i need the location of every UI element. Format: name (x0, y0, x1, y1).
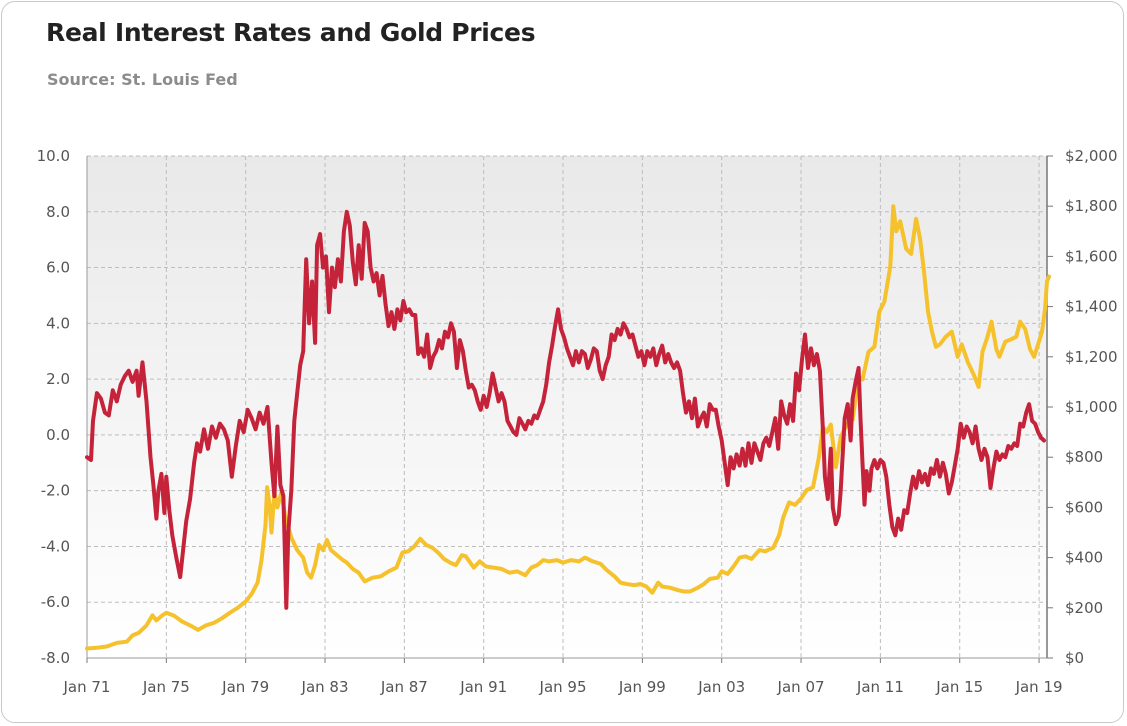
x-axis-tick-label: Jan 75 (142, 678, 190, 696)
right-axis-tick-label: $0 (1065, 649, 1084, 667)
right-axis-tick-label: $200 (1065, 599, 1103, 617)
right-axis-tick-label: $400 (1065, 549, 1103, 567)
right-axis-tick-label: $800 (1065, 448, 1103, 466)
chart-title: Real Interest Rates and Gold Prices (46, 18, 536, 47)
x-axis-labels: Jan 71 Jan 75 Jan 79 Jan 83 Jan 87 Jan 91 Jan … (63, 678, 1063, 696)
x-axis-tick-label: Jan 83 (301, 678, 349, 696)
gold-price-series-line (85, 204, 1051, 651)
chart-source: Source: St. Louis Fed (47, 70, 238, 89)
plot-background (87, 156, 1047, 658)
real-rate-series-line (85, 209, 1046, 610)
series-lines (85, 204, 1051, 651)
x-axis-tick-label: Jan 03 (697, 678, 745, 696)
left-axis-labels: -8.0 -6.0 -4.0 -2.0 0.0 2.0 4.0 6.0 8.0 10.0 (37, 147, 70, 667)
x-axis-tick-label: Jan 79 (221, 678, 269, 696)
left-axis-tick-label: 10.0 (37, 147, 70, 165)
right-axis-tick-label: $2,000 (1065, 147, 1118, 165)
left-axis-tick-label: 2.0 (46, 370, 70, 388)
left-axis-tick-label: -4.0 (41, 537, 70, 555)
left-axis-tick-label: 4.0 (46, 314, 70, 332)
x-axis-tick-label: Jan 91 (459, 678, 507, 696)
left-axis-tick-label: 6.0 (46, 259, 70, 277)
x-axis-tick-label: Jan 71 (63, 678, 111, 696)
left-axis-tick-label: -6.0 (41, 593, 70, 611)
left-axis-tick-label: 0.0 (46, 426, 70, 444)
x-axis-tick-label: Jan 07 (777, 678, 825, 696)
x-axis-tick-label: Jan 19 (1015, 678, 1063, 696)
axes (86, 155, 1053, 663)
x-axis-tick-label: Jan 87 (380, 678, 428, 696)
right-axis-tick-label: $1,000 (1065, 398, 1118, 416)
left-axis-tick-label: 8.0 (46, 203, 70, 221)
right-axis-tick-label: $1,400 (1065, 298, 1118, 316)
left-axis-tick-label: -8.0 (41, 649, 70, 667)
right-axis-tick-label: $600 (1065, 498, 1103, 516)
x-axis-tick-label: Jan 95 (539, 678, 587, 696)
right-axis-tick-label: $1,200 (1065, 348, 1118, 366)
left-axis-tick-label: -2.0 (41, 482, 70, 500)
x-axis-tick-label: Jan 99 (618, 678, 666, 696)
right-axis-tick-label: $1,600 (1065, 247, 1118, 265)
right-axis-tick-label: $1,800 (1065, 197, 1118, 215)
right-axis-labels: $0 $200 $400 $600 $800 $1,000 $1,200 $1,400 $1,6… (1065, 147, 1118, 667)
x-axis-tick-label: Jan 11 (856, 678, 904, 696)
x-axis-tick-label: Jan 15 (935, 678, 983, 696)
